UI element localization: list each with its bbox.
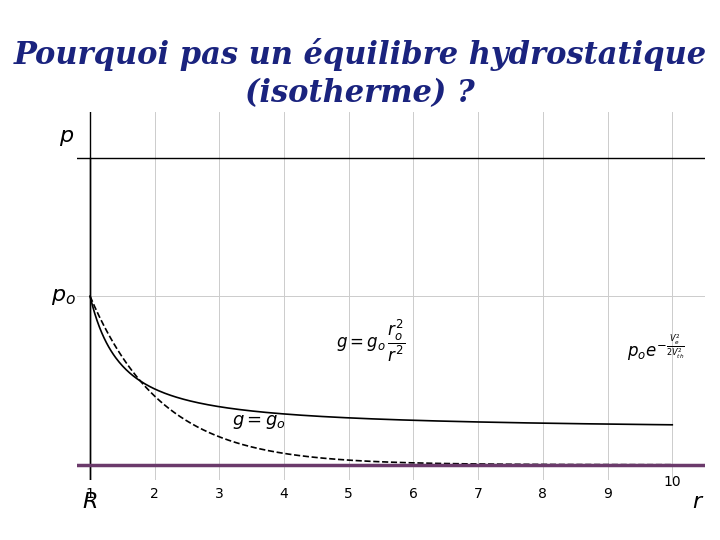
Text: $r$: $r$ [692, 491, 704, 513]
Text: $g = g_o\,\dfrac{r_o^2}{r^2}$: $g = g_o\,\dfrac{r_o^2}{r^2}$ [336, 318, 405, 364]
Text: Pourquoi pas un équilibre hydrostatique: Pourquoi pas un équilibre hydrostatique [14, 38, 706, 71]
Text: 10: 10 [663, 476, 681, 489]
Text: (isotherme) ?: (isotherme) ? [245, 78, 475, 109]
Text: $p_o$: $p_o$ [51, 285, 76, 307]
Text: $p$: $p$ [59, 126, 74, 148]
Text: $R$: $R$ [82, 491, 98, 513]
Text: $p_o e^{-\frac{V_e^2}{2V_{th}^2}}$: $p_o e^{-\frac{V_e^2}{2V_{th}^2}}$ [627, 333, 685, 363]
Text: $g = g_o$: $g = g_o$ [233, 413, 287, 431]
